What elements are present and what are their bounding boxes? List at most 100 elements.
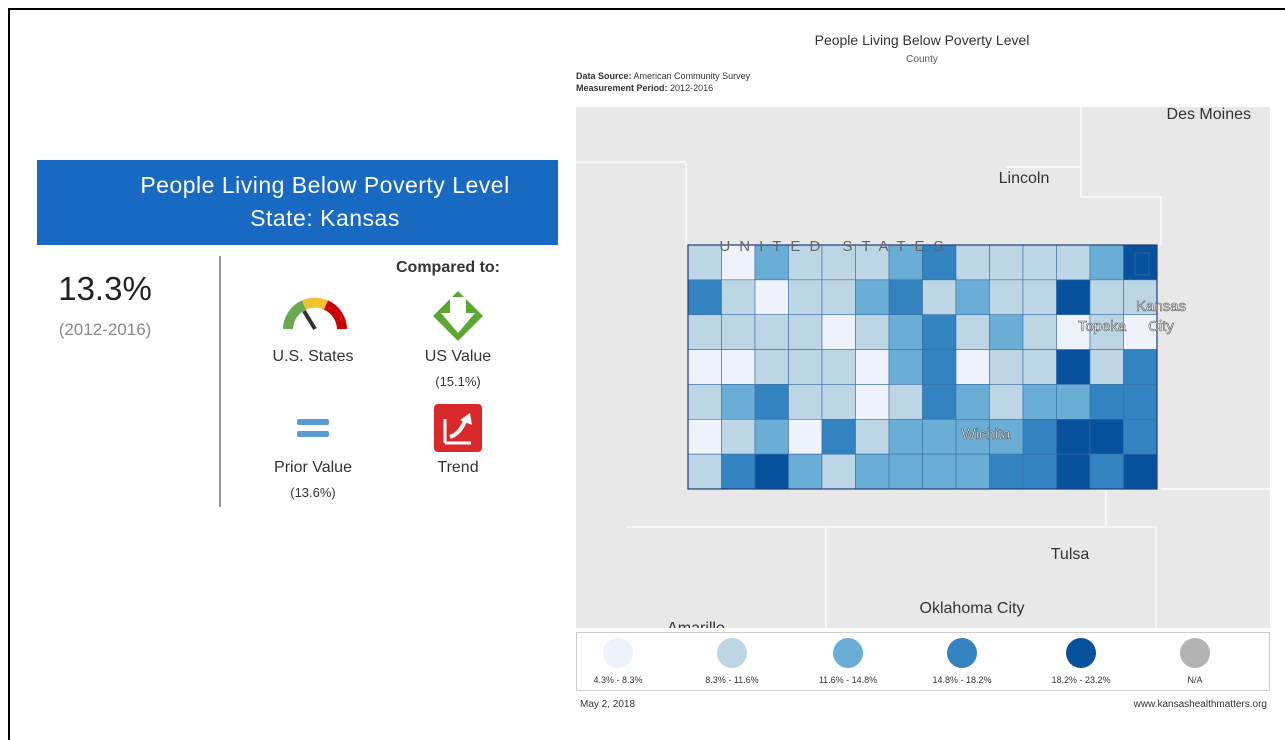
us-value-detail: (15.1%) [435, 374, 481, 389]
county [1089, 384, 1124, 420]
county [888, 279, 923, 316]
county [754, 384, 789, 420]
legend-swatch [833, 638, 863, 668]
county [1134, 252, 1150, 276]
map: Des Moines Lincoln UNITED STATES Topeka Kans… [576, 107, 1270, 628]
county [922, 279, 957, 316]
county [888, 349, 923, 385]
place-label: Des Moines [1167, 107, 1251, 123]
county [1056, 314, 1091, 350]
county [855, 244, 890, 281]
county [687, 244, 722, 281]
county [754, 244, 789, 281]
county [888, 314, 923, 350]
county [1123, 314, 1158, 350]
main-value: 13.3% [58, 270, 152, 307]
county [821, 279, 856, 316]
divider [219, 256, 221, 507]
county [788, 418, 823, 455]
county [788, 349, 823, 385]
county [687, 384, 722, 420]
county [687, 279, 722, 316]
us-states-label: U.S. States [272, 348, 354, 365]
county [1022, 349, 1057, 385]
county [989, 279, 1024, 316]
county [687, 314, 722, 350]
county [1022, 279, 1057, 316]
county [721, 453, 756, 490]
place-label: Tulsa [1051, 546, 1090, 563]
county [754, 418, 789, 455]
county [821, 453, 856, 490]
county [922, 314, 957, 350]
header-box: People Living Below Poverty Level State:… [37, 160, 558, 245]
period: (2012-2016) [58, 320, 152, 339]
header-subtitle: State: Kansas [250, 205, 400, 231]
county [721, 384, 756, 420]
county [888, 244, 923, 281]
county [888, 418, 923, 455]
county [955, 314, 990, 350]
county [788, 384, 823, 420]
legend-box [576, 632, 1270, 691]
gauge-icon [283, 297, 347, 331]
place-label: Wichita [961, 426, 1011, 443]
legend-swatch [947, 638, 977, 668]
legend-swatch [603, 638, 633, 668]
county [821, 314, 856, 350]
county [1089, 418, 1124, 455]
place-label: City [1148, 318, 1174, 335]
place-label: Lincoln [999, 170, 1050, 187]
county [955, 279, 990, 316]
legend-label: 8.3% - 11.6% [705, 675, 759, 685]
county [855, 418, 890, 455]
county [955, 244, 990, 281]
county [955, 349, 990, 385]
place-label: Oklahoma City [920, 600, 1025, 617]
county [855, 349, 890, 385]
county [1089, 314, 1124, 350]
data-source-value: American Community Survey [633, 71, 751, 81]
trend-label: Trend [437, 459, 479, 476]
county [989, 453, 1024, 490]
county [888, 453, 923, 490]
county [855, 384, 890, 420]
map-title: People Living Below Poverty Level [814, 32, 1030, 48]
place-label: UNITED STATES [719, 238, 952, 255]
us-value-label: US Value [424, 348, 492, 365]
place-label: Kansas [1136, 298, 1186, 315]
county [721, 279, 756, 316]
county [721, 314, 756, 350]
county [955, 384, 990, 420]
county [989, 244, 1024, 281]
measurement-period: Measurement Period: 2012-2016 [576, 83, 713, 93]
county [1022, 384, 1057, 420]
measurement-period-value: 2012-2016 [670, 83, 714, 93]
county [1123, 349, 1158, 385]
legend-label: 14.8% - 18.2% [932, 675, 992, 685]
county [1089, 279, 1124, 316]
county [1056, 244, 1091, 281]
county [989, 384, 1024, 420]
county [687, 418, 722, 455]
legend-label: N/A [1187, 675, 1203, 685]
county [687, 349, 722, 385]
county [922, 453, 957, 490]
county [922, 384, 957, 420]
county [754, 314, 789, 350]
county [1123, 453, 1158, 490]
footer-url: www.kansashealthmatters.org [1133, 699, 1267, 710]
prior-value-icon [297, 419, 329, 437]
county [754, 279, 789, 316]
legend-swatch [1180, 638, 1210, 668]
county [989, 418, 1024, 455]
county [1056, 279, 1091, 316]
data-source: Data Source: American Community Survey [576, 71, 750, 81]
map-subtitle: County [906, 54, 938, 65]
county [955, 453, 990, 490]
county [754, 349, 789, 385]
prior-value-label: Prior Value [274, 459, 352, 476]
county [922, 349, 957, 385]
county [821, 418, 856, 455]
county [721, 349, 756, 385]
